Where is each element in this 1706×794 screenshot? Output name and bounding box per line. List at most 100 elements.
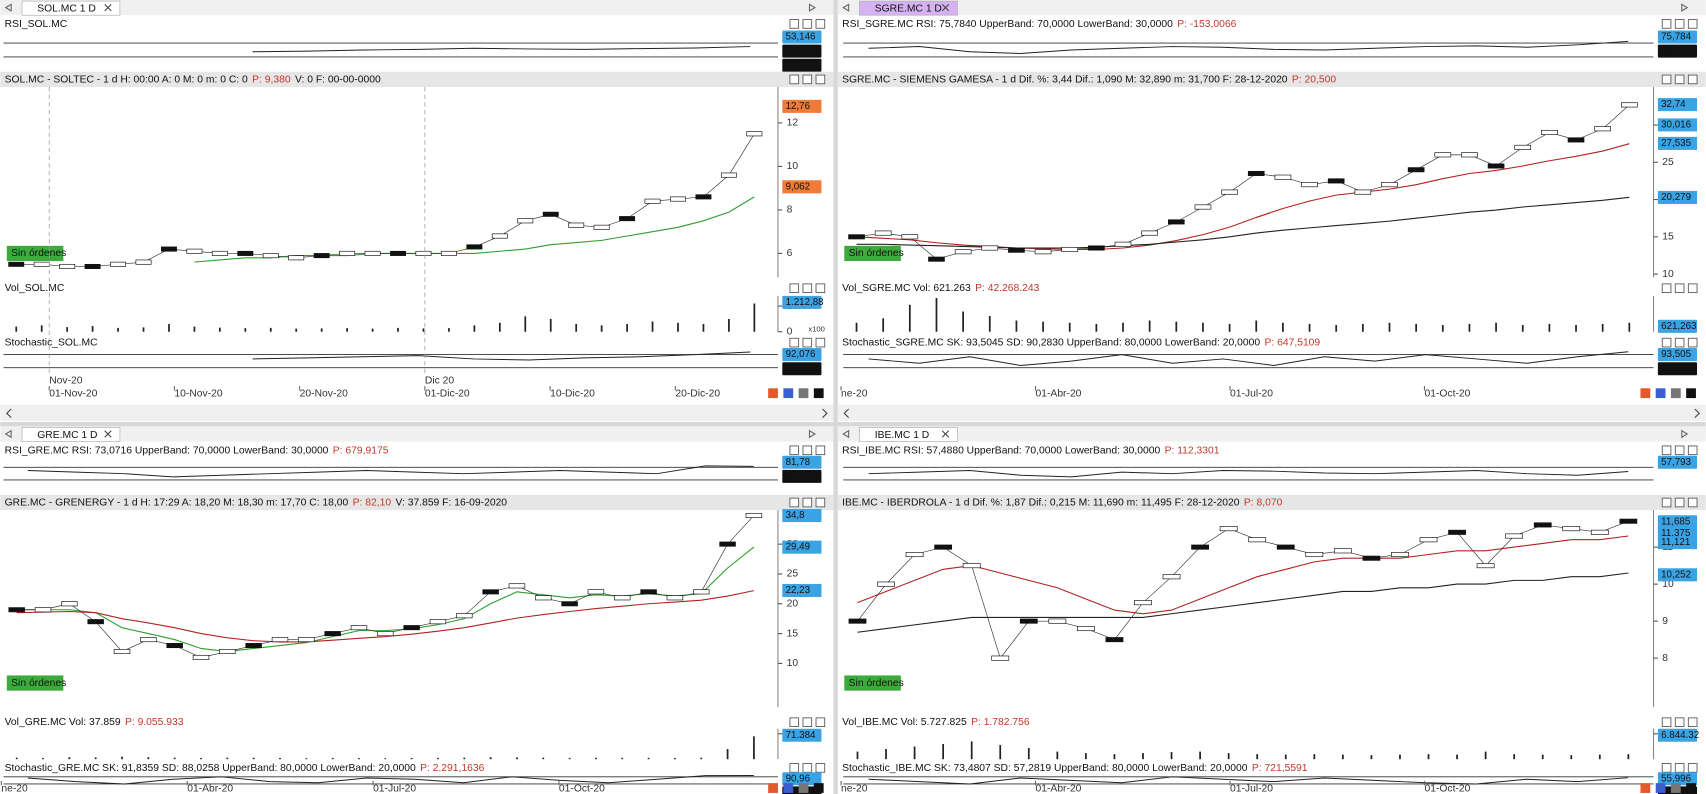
tab-close[interactable]	[104, 430, 112, 438]
tab-scroll-left[interactable]	[4, 3, 12, 12]
month-label: Nov-20	[49, 375, 83, 386]
scroll-right[interactable]	[1694, 408, 1700, 419]
pane-max-button[interactable]	[1674, 497, 1685, 508]
toolbar-icon[interactable]	[1655, 783, 1666, 793]
toolbar-icon[interactable]	[1670, 388, 1681, 399]
pane-max-button[interactable]	[802, 497, 813, 508]
pane-min-button[interactable]	[1661, 717, 1672, 727]
pane-min-button[interactable]	[789, 445, 800, 456]
tab[interactable]	[21, 0, 121, 16]
pane-close-button[interactable]	[1687, 283, 1698, 294]
toolbar-icon[interactable]	[783, 388, 794, 399]
pane-max-button[interactable]	[802, 717, 813, 727]
pane-min-button[interactable]	[789, 763, 800, 773]
order-status[interactable]	[844, 675, 901, 691]
pane-close-button[interactable]	[1687, 19, 1698, 29]
pane-max-button[interactable]	[1674, 337, 1685, 348]
pane-max-button[interactable]	[802, 19, 813, 29]
pane-min-button[interactable]	[789, 74, 800, 85]
tab-scroll-left[interactable]	[842, 3, 850, 12]
pane-close-button[interactable]	[815, 717, 826, 727]
pane-max-button[interactable]	[802, 74, 813, 85]
pane-max-button[interactable]	[802, 763, 813, 773]
y-tick-label: 15	[1662, 232, 1674, 243]
pane-max-button[interactable]	[802, 445, 813, 456]
pane-max-button[interactable]	[1674, 763, 1685, 773]
toolbar-icon[interactable]	[813, 783, 824, 793]
scroll-left[interactable]	[843, 408, 850, 419]
pane-close-button[interactable]	[1687, 497, 1698, 508]
pane-min-button[interactable]	[1661, 763, 1672, 773]
toolbar-icon[interactable]	[768, 388, 778, 399]
pane-close-button[interactable]	[815, 283, 826, 294]
tab[interactable]	[859, 0, 958, 16]
pane-min-button[interactable]	[789, 337, 800, 348]
tab-close[interactable]	[941, 3, 950, 12]
volume-bar	[463, 757, 466, 760]
toolbar-icon[interactable]	[783, 783, 794, 793]
y-tick-label: 25	[1662, 157, 1674, 168]
pane-min-button[interactable]	[1661, 283, 1672, 294]
pane-max-button[interactable]	[1674, 717, 1685, 727]
order-status[interactable]	[844, 245, 901, 262]
y-tick-label: 10	[787, 658, 799, 669]
badge	[782, 469, 822, 483]
pane-min-button[interactable]	[1661, 337, 1672, 348]
pane-max-button[interactable]	[1674, 74, 1685, 85]
pane-min-button[interactable]	[789, 497, 800, 508]
pane-max-button[interactable]	[1674, 19, 1685, 29]
pane-close-button[interactable]	[1687, 445, 1698, 456]
candle	[8, 607, 25, 613]
toolbar-icon[interactable]	[1686, 783, 1696, 793]
toolbar-icon[interactable]	[768, 783, 778, 793]
pane-close-button[interactable]	[1687, 763, 1698, 773]
pane-min-button[interactable]	[1661, 445, 1672, 456]
toolbar-icon[interactable]	[1686, 388, 1696, 399]
toolbar-icon[interactable]	[798, 388, 809, 399]
pane-close-button[interactable]	[1687, 717, 1698, 727]
tab-scroll-right[interactable]	[808, 3, 816, 12]
pane-close-button[interactable]	[815, 337, 826, 348]
scrollbar[interactable]	[837, 404, 1706, 421]
pane-min-button[interactable]	[789, 717, 800, 727]
toolbar-icon[interactable]	[813, 388, 824, 399]
volume-bar	[1335, 325, 1338, 332]
tab-scroll-left[interactable]	[4, 429, 12, 439]
pane-max-button[interactable]	[1674, 283, 1685, 294]
order-status[interactable]	[6, 675, 64, 691]
pane-min-button[interactable]	[1661, 19, 1672, 29]
toolbar-icon[interactable]	[1640, 388, 1651, 399]
tab-scroll-right[interactable]	[1681, 3, 1689, 12]
toolbar-icon[interactable]	[1640, 783, 1651, 793]
tab[interactable]	[21, 427, 121, 442]
candle	[61, 601, 78, 607]
pane-close-button[interactable]	[815, 74, 826, 85]
pane-close-button[interactable]	[1687, 337, 1698, 348]
pane-close-button[interactable]	[815, 19, 826, 29]
pane-max-button[interactable]	[1674, 445, 1685, 456]
pane-min-button[interactable]	[1661, 497, 1672, 508]
pane-min-button[interactable]	[1661, 74, 1672, 85]
scroll-left[interactable]	[6, 408, 12, 419]
badge	[1657, 319, 1698, 333]
pane-max-button[interactable]	[802, 337, 813, 348]
tab[interactable]	[859, 427, 958, 442]
badge	[1657, 455, 1698, 469]
tab-scroll-right[interactable]	[1681, 429, 1689, 439]
pane-close-button[interactable]	[1687, 74, 1698, 85]
pane-close-button[interactable]	[815, 763, 826, 773]
tab-close[interactable]	[941, 430, 950, 438]
pane-min-button[interactable]	[789, 19, 800, 29]
tab-scroll-right[interactable]	[808, 429, 816, 439]
pane-close-button[interactable]	[815, 445, 826, 456]
tab-scroll-left[interactable]	[842, 429, 850, 439]
tab-close[interactable]	[104, 3, 112, 12]
pane-max-button[interactable]	[802, 283, 813, 294]
toolbar-icon[interactable]	[798, 783, 809, 793]
pane-min-button[interactable]	[789, 283, 800, 294]
scrollbar[interactable]	[0, 404, 834, 421]
pane-close-button[interactable]	[815, 497, 826, 508]
scroll-right[interactable]	[822, 408, 828, 419]
toolbar-icon[interactable]	[1655, 388, 1666, 399]
toolbar-icon[interactable]	[1670, 783, 1681, 793]
